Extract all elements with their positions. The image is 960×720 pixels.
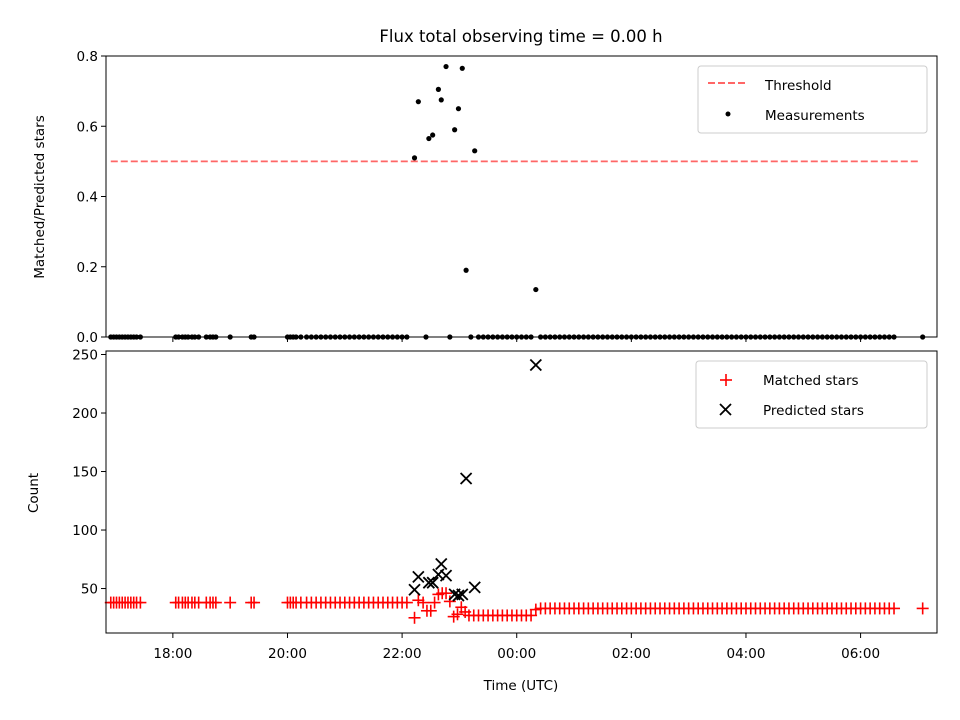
legend-measurements-label: Measurements (765, 108, 865, 124)
ytick-label: 250 (72, 348, 98, 364)
bottom-ylabel: Count (26, 473, 42, 513)
matched-point (916, 602, 929, 615)
predicted-point (468, 581, 481, 594)
measurement-point (472, 148, 478, 154)
predicted-point (529, 358, 542, 372)
ytick-label: 50 (81, 582, 98, 598)
predicted-point (435, 557, 448, 571)
legend-threshold-label: Threshold (764, 78, 832, 94)
measurement-point (426, 135, 432, 142)
measurement-point (533, 286, 539, 293)
matched-point (440, 587, 453, 600)
measurement-point (438, 97, 444, 103)
matched-point (248, 596, 261, 609)
xtick-label: 00:00 (497, 646, 536, 662)
measurement-point (452, 127, 458, 133)
top-legend: Threshold Measurements (697, 65, 928, 134)
bottom-legend: Matched stars Predicted stars (695, 360, 928, 429)
xtick-label: 22:00 (383, 646, 422, 662)
top-xticks (172, 337, 862, 342)
legend-matched-swatch (720, 374, 732, 386)
xtick-label: 06:00 (841, 646, 880, 662)
bottom-xticks: 18:00 20:00 22:00 00:00 02:00 04:00 06:00 (153, 633, 880, 662)
ytick-label: 0.4 (77, 190, 98, 206)
measurement-point (430, 132, 436, 138)
matched-point (134, 596, 147, 609)
matched-point (408, 611, 421, 624)
predicted-point (426, 576, 439, 589)
matched-point (424, 604, 437, 617)
xtick-label: 02:00 (612, 646, 651, 662)
measurement-point (443, 63, 449, 70)
measurement-point (459, 65, 465, 71)
figure-title: Flux total observing time = 0.00 h (379, 27, 662, 46)
matched-point (224, 596, 237, 609)
matched-point (451, 608, 464, 621)
xtick-label: 20:00 (268, 646, 307, 662)
predicted-point (459, 472, 473, 485)
measurement-point (411, 155, 418, 161)
predicted-point (408, 583, 421, 596)
ytick-label: 0.8 (77, 49, 98, 65)
measurement-point (415, 99, 421, 105)
bottom-axes-frame (105, 350, 938, 634)
measurement-point (455, 106, 462, 112)
matched-point (888, 602, 901, 615)
ytick-label: 100 (72, 523, 98, 539)
measurement-point (435, 86, 441, 92)
top-legend-box (697, 65, 928, 134)
ytick-label: 0.0 (77, 330, 98, 346)
legend-measurements-swatch (725, 111, 731, 117)
top-yticks: 0.0 0.2 0.4 0.6 0.8 (77, 49, 106, 346)
legend-predicted-swatch (719, 403, 732, 416)
predicted-point (456, 588, 469, 601)
bottom-panel: 50 100 150 200 250 18:00 20:00 22:00 00:00 02:00… (26, 348, 938, 694)
ytick-label: 0.2 (77, 260, 98, 276)
ytick-label: 0.6 (77, 119, 98, 135)
ytick-label: 150 (72, 465, 98, 481)
bottom-xlabel: Time (UTC) (483, 678, 559, 694)
xtick-label: 18:00 (153, 646, 192, 662)
matched-point (428, 596, 441, 609)
predicted-point (439, 569, 453, 582)
top-panel: 0.00.20.40.60.8 Matched/Predicted stars … (32, 49, 938, 346)
bottom-legend-box (695, 360, 928, 429)
xtick-label: 04:00 (727, 646, 766, 662)
top-ylabel: Matched/Predicted stars (32, 115, 48, 278)
predicted-point (452, 589, 465, 602)
measurement-point (463, 267, 469, 273)
legend-matched-label: Matched stars (763, 373, 859, 389)
legend-predicted-label: Predicted stars (763, 403, 864, 419)
bottom-marks (104, 358, 929, 624)
matched-point (417, 596, 430, 609)
bottom-yticks: 50 100 150 200 250 (72, 348, 106, 598)
ytick-label: 200 (72, 406, 98, 422)
matched-point (400, 596, 413, 609)
matched-point (209, 596, 222, 609)
predicted-point (412, 570, 425, 583)
predicted-point (422, 576, 435, 589)
